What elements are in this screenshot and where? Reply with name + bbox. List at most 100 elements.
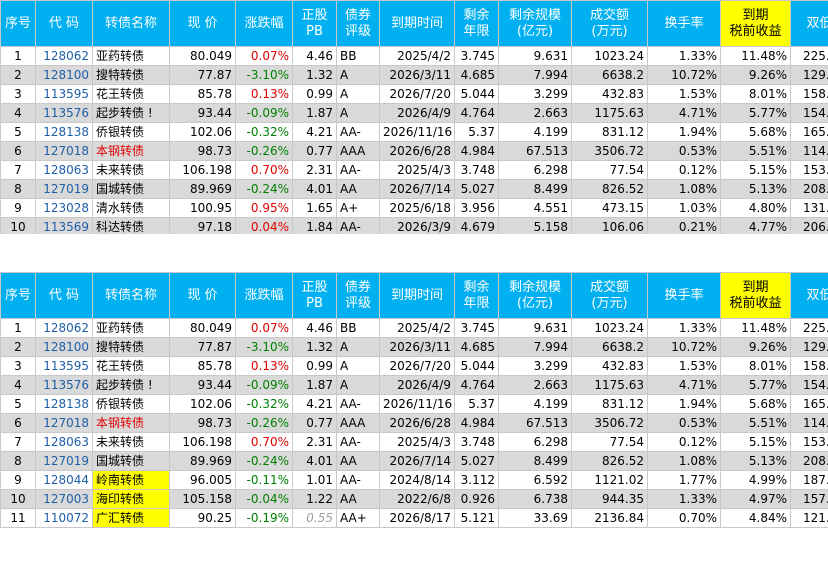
header-price[interactable]: 现 价 — [169, 272, 236, 319]
header-maturity[interactable]: 到期时间 — [379, 0, 455, 47]
cell-double-low: 154.78 — [790, 103, 828, 123]
cell-years: 3.748 — [454, 160, 499, 180]
table-row[interactable]: 4 113576 起步转债 ! 93.44 -0.09% 1.87 A 2026/4/9 4.7… — [0, 375, 828, 395]
cell-price: 80.049 — [169, 318, 236, 338]
header-code[interactable]: 代 码 — [35, 0, 93, 47]
cell-rating: A — [336, 65, 380, 85]
cell-ytm: 4.77% — [720, 217, 791, 237]
header-pb[interactable]: 正股 PB — [292, 0, 337, 47]
cell-maturity: 2026/3/11 — [379, 65, 455, 85]
cell-pb: 0.77 — [292, 413, 337, 433]
header-ytm[interactable]: 到期 税前收益 — [720, 0, 791, 47]
table-row[interactable]: 3 113595 花王转债 85.78 0.13% 0.99 A 2026/7/20 5.044… — [0, 356, 828, 376]
cell-double-low: 208.01 — [790, 179, 828, 199]
cell-seq: 5 — [0, 394, 36, 414]
header-price[interactable]: 现 价 — [169, 0, 236, 47]
table-row[interactable]: 2 128100 搜特转债 77.87 -3.10% 1.32 A 2026/3/11 4.68… — [0, 65, 828, 85]
cell-code: 128044 — [35, 470, 93, 490]
cell-rating: AA+ — [336, 508, 380, 528]
cell-change: -0.24% — [235, 179, 293, 199]
cell-amount: 106.06 — [571, 217, 648, 237]
cell-change: -3.10% — [235, 337, 293, 357]
table-row[interactable]: 1 128062 亚药转债 80.049 0.07% 4.46 BB 2025/4/2 3.74… — [0, 318, 828, 338]
table-row[interactable]: 6 127018 本钢转债 98.73 -0.26% 0.77 AAA 2026/6/28 4.… — [0, 413, 828, 433]
cell-code: 128063 — [35, 432, 93, 452]
table-row[interactable]: 7 128063 未来转债 106.198 0.70% 2.31 AA- 2025/4/3 3.… — [0, 160, 828, 180]
header-change[interactable]: 涨跌幅 — [235, 272, 293, 319]
cell-turnover: 1.08% — [647, 451, 721, 471]
cell-price: 77.87 — [169, 337, 236, 357]
header-rating[interactable]: 债券 评级 — [336, 272, 380, 319]
header-size[interactable]: 剩余规模 (亿元) — [498, 0, 572, 47]
table-row[interactable]: 4 113576 起步转债 ! 93.44 -0.09% 1.87 A 2026/4/9 4.7… — [0, 103, 828, 123]
header-amount[interactable]: 成交额 (万元) — [571, 0, 648, 47]
cell-name: 国城转债 — [92, 179, 170, 199]
table-row[interactable]: 6 127018 本钢转债 98.73 -0.26% 0.77 AAA 2026/6/28 4.… — [0, 141, 828, 161]
table-row[interactable]: 9 123028 清水转债 100.95 0.95% 1.65 A+ 2025/6/18 3.9… — [0, 198, 828, 218]
cell-code: 127018 — [35, 141, 93, 161]
header-name[interactable]: 转债名称 — [92, 0, 170, 47]
cell-change: 0.13% — [235, 356, 293, 376]
cell-change: 0.07% — [235, 46, 293, 66]
table-row[interactable]: 3 113595 花王转债 85.78 0.13% 0.99 A 2026/7/20 5.044… — [0, 84, 828, 104]
header-years[interactable]: 剩余 年限 — [454, 272, 499, 319]
cell-ytm: 5.77% — [720, 103, 791, 123]
cell-amount: 2136.84 — [571, 508, 648, 528]
table-row[interactable]: 11 110072 广汇转债 90.25 -0.19% 0.55 AA+ 2026/8/17 5… — [0, 508, 828, 528]
cell-rating: AAA — [336, 141, 380, 161]
header-maturity[interactable]: 到期时间 — [379, 272, 455, 319]
cell-amount: 6638.2 — [571, 337, 648, 357]
table-row[interactable]: 5 128138 侨银转债 102.06 -0.32% 4.21 AA- 2026/11/16… — [0, 394, 828, 414]
header-turnover[interactable]: 换手率 — [647, 0, 721, 47]
cell-size: 2.663 — [498, 375, 572, 395]
cell-price: 100.95 — [169, 198, 236, 218]
table-row[interactable]: 8 127019 国城转债 89.969 -0.24% 4.01 AA 2026/7/14 5.… — [0, 179, 828, 199]
cell-years: 4.679 — [454, 217, 499, 237]
cell-pb: 1.32 — [292, 337, 337, 357]
cell-rating: A+ — [336, 198, 380, 218]
cell-turnover: 0.53% — [647, 141, 721, 161]
table-row[interactable]: 2 128100 搜特转债 77.87 -3.10% 1.32 A 2026/3/11 4.68… — [0, 337, 828, 357]
cell-pb: 1.87 — [292, 375, 337, 395]
cell-seq: 6 — [0, 141, 36, 161]
header-turnover[interactable]: 换手率 — [647, 272, 721, 319]
header-seq[interactable]: 序号 — [0, 272, 36, 319]
header-code[interactable]: 代 码 — [35, 272, 93, 319]
header-name[interactable]: 转债名称 — [92, 272, 170, 319]
cell-maturity: 2026/4/9 — [379, 375, 455, 395]
cell-code: 113569 — [35, 217, 93, 237]
cell-code: 127003 — [35, 489, 93, 509]
cell-price: 80.049 — [169, 46, 236, 66]
cell-pb: 1.87 — [292, 103, 337, 123]
table-separator — [0, 234, 828, 264]
cell-ytm: 8.01% — [720, 356, 791, 376]
header-rating[interactable]: 债券 评级 — [336, 0, 380, 47]
table-row[interactable]: 5 128138 侨银转债 102.06 -0.32% 4.21 AA- 2026/11/16… — [0, 122, 828, 142]
table-row[interactable]: 10 113569 科达转债 97.18 0.04% 1.84 AA- 2026/3/9 4.6… — [0, 217, 828, 237]
header-double-low[interactable]: 双低 — [790, 0, 828, 47]
cell-name: 起步转债 ! — [92, 103, 170, 123]
table-row[interactable]: 10 127003 海印转债 105.158 -0.04% 1.22 AA 2022/6/8 0… — [0, 489, 828, 509]
header-double-low[interactable]: 双低 — [790, 272, 828, 319]
table-row[interactable]: 7 128063 未来转债 106.198 0.70% 2.31 AA- 2025/4/3 3.… — [0, 432, 828, 452]
cell-size: 6.592 — [498, 470, 572, 490]
header-seq[interactable]: 序号 — [0, 0, 36, 47]
header-years[interactable]: 剩余 年限 — [454, 0, 499, 47]
cell-amount: 3506.72 — [571, 141, 648, 161]
cell-pb: 0.77 — [292, 141, 337, 161]
table-row[interactable]: 8 127019 国城转债 89.969 -0.24% 4.01 AA 2026/7/14 5.… — [0, 451, 828, 471]
header-pb[interactable]: 正股 PB — [292, 272, 337, 319]
header-amount[interactable]: 成交额 (万元) — [571, 272, 648, 319]
cell-rating: A — [336, 337, 380, 357]
header-change[interactable]: 涨跌幅 — [235, 0, 293, 47]
cell-maturity: 2026/7/20 — [379, 84, 455, 104]
header-size[interactable]: 剩余规模 (亿元) — [498, 272, 572, 319]
header-ytm[interactable]: 到期 税前收益 — [720, 272, 791, 319]
cell-change: -0.09% — [235, 375, 293, 395]
cell-pb: 1.84 — [292, 217, 337, 237]
cell-change: -0.19% — [235, 508, 293, 528]
table-row[interactable]: 9 128044 岭南转债 96.005 -0.11% 1.01 AA- 2024/8/14 3… — [0, 470, 828, 490]
cell-seq: 2 — [0, 337, 36, 357]
table-row[interactable]: 1 128062 亚药转债 80.049 0.07% 4.46 BB 2025/4/2 3.74… — [0, 46, 828, 66]
cell-size: 9.631 — [498, 46, 572, 66]
